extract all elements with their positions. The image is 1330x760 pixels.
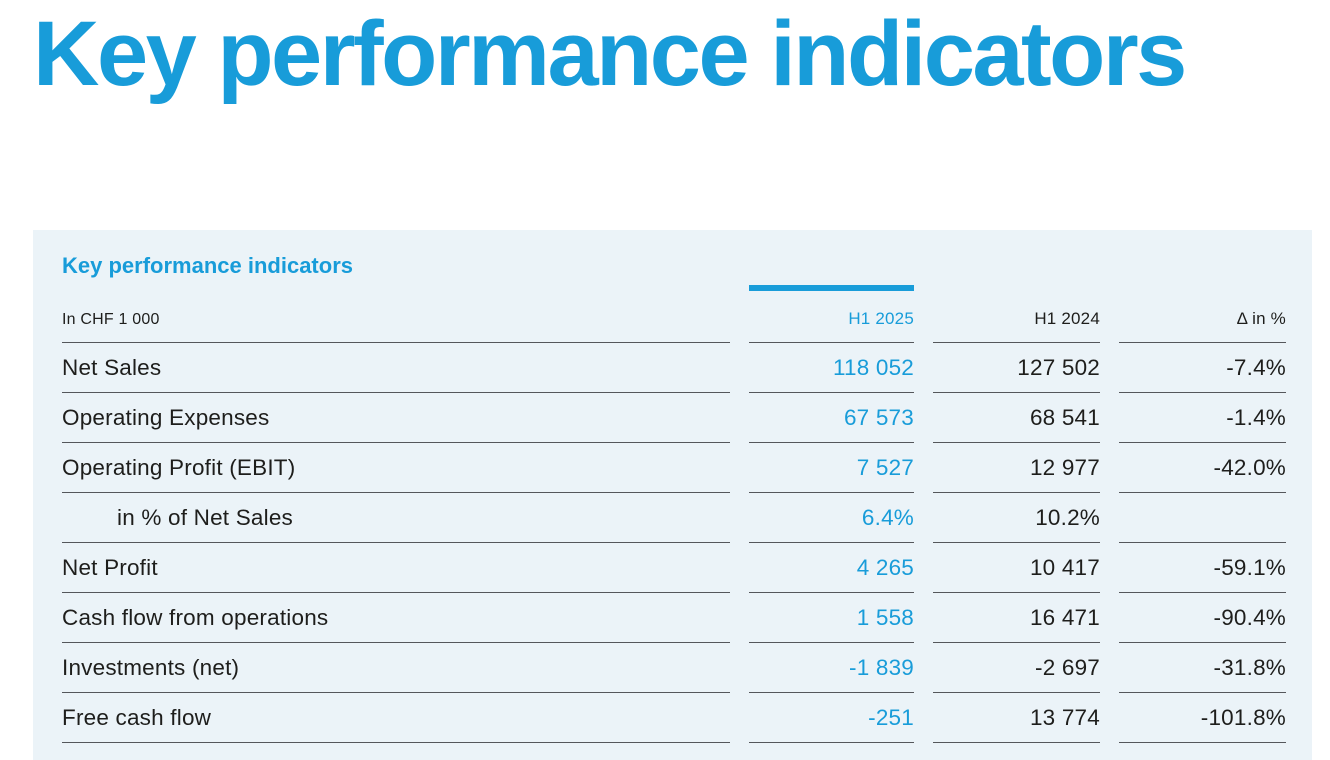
delta-value: -59.1%: [1119, 543, 1286, 593]
row-label: Net Sales: [62, 343, 730, 393]
column-header-label: H1 2025: [848, 309, 914, 328]
delta-value: -101.8%: [1119, 693, 1286, 743]
h1-2025-value: 118 052: [749, 343, 914, 393]
table-row: in % of Net Sales 6.4% 10.2%: [62, 493, 1287, 543]
delta-value: -7.4%: [1119, 343, 1286, 393]
table-row: Net Profit 4 265 10 417 -59.1%: [62, 543, 1287, 593]
h1-2024-value: 127 502: [933, 343, 1100, 393]
h1-2024-value: 10 417: [933, 543, 1100, 593]
column-header-label: Δ in %: [1236, 309, 1286, 328]
delta-value: -42.0%: [1119, 443, 1286, 493]
h1-2025-value: 4 265: [749, 543, 914, 593]
column-header-delta: Δ in %: [1119, 285, 1286, 343]
row-label: Operating Expenses: [62, 393, 730, 443]
page-title: Key performance indicators: [33, 3, 1187, 105]
h1-2025-value: 67 573: [749, 393, 914, 443]
table-row: Operating Profit (EBIT) 7 527 12 977 -42…: [62, 443, 1287, 493]
column-header-h1-2025: H1 2025: [749, 285, 914, 343]
row-label: in % of Net Sales: [62, 493, 730, 543]
panel-title: Key performance indicators: [62, 253, 353, 278]
h1-2025-value: 1 558: [749, 593, 914, 643]
h1-2024-value: 13 774: [933, 693, 1100, 743]
column-header-h1-2024: H1 2024: [933, 285, 1100, 343]
delta-value: -31.8%: [1119, 643, 1286, 693]
row-label: Net Profit: [62, 543, 730, 593]
table-row: Operating Expenses 67 573 68 541 -1.4%: [62, 393, 1287, 443]
delta-value: -1.4%: [1119, 393, 1286, 443]
delta-value: [1119, 493, 1286, 543]
h1-2024-value: 10.2%: [933, 493, 1100, 543]
table-header-row: In CHF 1 000 H1 2025 H1 2024 Δ in %: [62, 285, 1287, 343]
table-row: Investments (net) -1 839 -2 697 -31.8%: [62, 643, 1287, 693]
h1-2025-value: -251: [749, 693, 914, 743]
column-header-label: H1 2024: [1034, 309, 1100, 328]
table-row: Free cash flow -251 13 774 -101.8%: [62, 693, 1287, 743]
h1-2025-value: -1 839: [749, 643, 914, 693]
row-label: Free cash flow: [62, 693, 730, 743]
row-label: Investments (net): [62, 643, 730, 693]
h1-2024-value: 68 541: [933, 393, 1100, 443]
table-row: Net Sales 118 052 127 502 -7.4%: [62, 343, 1287, 393]
h1-2024-value: 12 977: [933, 443, 1100, 493]
row-label: Operating Profit (EBIT): [62, 443, 730, 493]
unit-label: In CHF 1 000: [62, 285, 730, 343]
h1-2025-value: 7 527: [749, 443, 914, 493]
kpi-panel: Key performance indicators In CHF 1 000 …: [33, 230, 1312, 760]
row-label: Cash flow from operations: [62, 593, 730, 643]
delta-value: -90.4%: [1119, 593, 1286, 643]
highlight-bar: [749, 285, 914, 291]
h1-2025-value: 6.4%: [749, 493, 914, 543]
h1-2024-value: -2 697: [933, 643, 1100, 693]
h1-2024-value: 16 471: [933, 593, 1100, 643]
table-row: Cash flow from operations 1 558 16 471 -…: [62, 593, 1287, 643]
